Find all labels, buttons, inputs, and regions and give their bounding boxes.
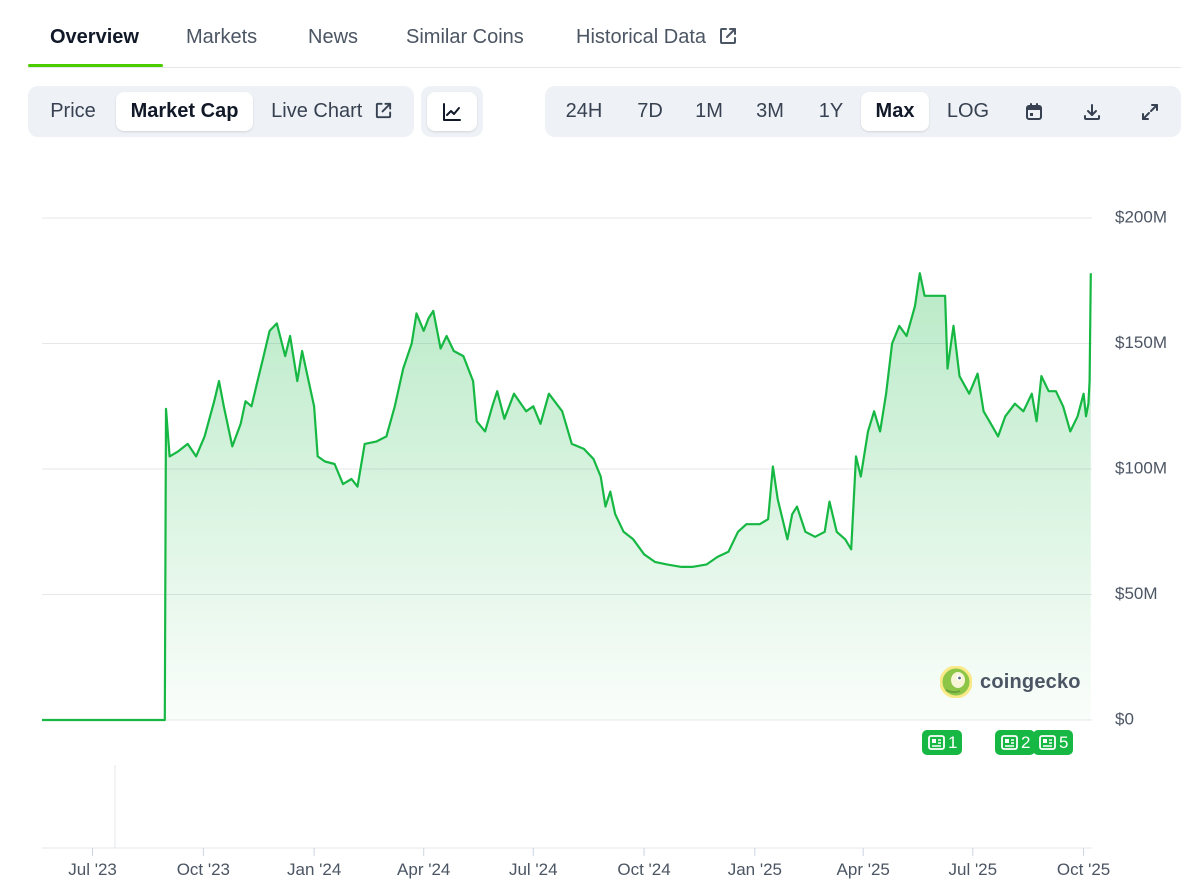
tab-historical-data[interactable]: Historical Data	[576, 26, 738, 49]
tab-news[interactable]: News	[308, 26, 359, 48]
y-tick-label: $100M	[1115, 458, 1167, 477]
tab-similar-coins[interactable]: Similar Coins	[406, 26, 524, 48]
x-tick-label: Jan '24	[287, 860, 341, 879]
range-max-button[interactable]: Max	[861, 92, 929, 131]
x-tick-label: Jan '25	[728, 860, 782, 879]
chart-type-toolbar	[421, 86, 483, 137]
newspaper-icon	[1001, 735, 1018, 750]
fullscreen-button[interactable]	[1127, 92, 1173, 131]
line-chart-button[interactable]	[427, 92, 477, 131]
calendar-icon	[1026, 102, 1042, 120]
tab-overview[interactable]: Overview	[50, 26, 139, 48]
tab-markets[interactable]: Markets	[186, 26, 258, 48]
x-tick-label: Oct '25	[1057, 860, 1110, 879]
range-3m-button[interactable]: 3M	[756, 100, 784, 122]
news-count: 2	[1021, 732, 1031, 752]
x-tick-label: Apr '24	[397, 860, 450, 879]
tab-historical-data-label: Historical Data	[576, 26, 707, 48]
line-chart-icon	[443, 102, 461, 121]
coingecko-watermark: coingecko	[940, 665, 1081, 699]
news-marker[interactable]: 2	[995, 730, 1036, 755]
range-1m-button[interactable]: 1M	[695, 100, 723, 122]
market-cap-line	[42, 272, 1092, 722]
y-tick-label: $50M	[1115, 584, 1158, 603]
price-button[interactable]: Price	[50, 100, 96, 122]
log-scale-button[interactable]: LOG	[946, 100, 990, 122]
chart-metric-toolbar: Price Market Cap Live Chart	[28, 86, 414, 137]
news-count: 1	[948, 732, 958, 752]
y-tick-label: $150M	[1115, 333, 1167, 352]
news-marker[interactable]: 5	[1033, 730, 1074, 755]
range-1y-button[interactable]: 1Y	[818, 100, 844, 122]
date-range-button[interactable]	[1011, 92, 1057, 131]
market-cap-chart[interactable]: $200M $150M $100M $50M $0 Jul '23 Oct '23 Jan …	[0, 150, 1199, 892]
live-chart-label: Live Chart	[271, 100, 363, 122]
range-24h-button[interactable]: 24H	[565, 100, 603, 122]
x-tick-label: Oct '24	[617, 860, 670, 879]
range-7d-button[interactable]: 7D	[637, 100, 663, 122]
download-icon	[1084, 103, 1100, 120]
newspaper-icon	[1039, 735, 1056, 750]
x-tick-label: Jul '24	[509, 860, 558, 879]
x-tick-label: Jul '23	[68, 860, 117, 879]
download-button[interactable]	[1069, 92, 1115, 131]
time-range-toolbar: 24H 7D 1M 3M 1Y Max LOG	[545, 86, 1181, 137]
market-cap-area	[42, 273, 1091, 720]
y-tick-label: $200M	[1115, 207, 1167, 226]
x-tick-label: Apr '25	[837, 860, 890, 879]
news-count: 5	[1059, 732, 1069, 752]
fullscreen-icon	[1142, 103, 1158, 120]
y-axis-ticks: $200M $150M $100M $50M $0	[1115, 207, 1167, 728]
live-chart-button[interactable]: Live Chart	[262, 92, 402, 131]
market-cap-button[interactable]: Market Cap	[116, 92, 253, 131]
external-link-icon	[375, 102, 391, 119]
gecko-logo-icon	[940, 666, 972, 698]
x-tick-label: Oct '23	[177, 860, 230, 879]
newspaper-icon	[928, 735, 945, 750]
y-tick-label: $0	[1115, 709, 1134, 728]
x-tick-label: Jul '25	[948, 860, 997, 879]
watermark-text: coingecko	[980, 670, 1081, 693]
x-axis-ticks: Jul '23 Oct '23 Jan '24 Apr '24 Jul '24 Oct '…	[68, 848, 1110, 879]
external-link-icon	[719, 28, 736, 44]
active-tab-indicator	[28, 64, 163, 67]
tab-bar: Overview Markets News Similar Coins Hist…	[28, 0, 1181, 68]
news-marker[interactable]: 1	[922, 730, 963, 755]
